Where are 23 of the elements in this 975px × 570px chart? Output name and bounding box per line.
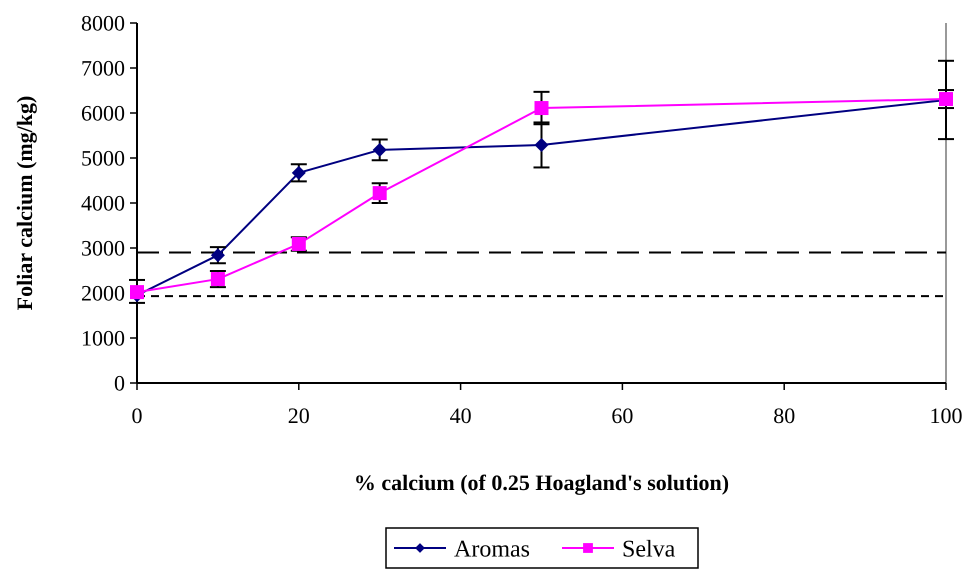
x-tick-label: 0 [132, 403, 142, 428]
legend-label: Aromas [454, 536, 530, 562]
point [534, 101, 548, 116]
x-tick-label: 80 [773, 403, 796, 428]
point [372, 186, 387, 200]
y-tick-label: 1000 [81, 326, 125, 351]
x-tick-label: 100 [930, 403, 962, 428]
y-tick-label: 8000 [81, 10, 125, 36]
y-tick-label: 2000 [81, 280, 125, 306]
y-tick-label: 4000 [81, 190, 125, 216]
x-tick-label: 40 [450, 403, 472, 428]
x-axis-title: % calcium (of 0.25 Hoagland's solution) [354, 470, 730, 495]
y-tick-label: 3000 [81, 236, 125, 261]
y-tick-label: 7000 [81, 56, 125, 81]
y-tick-label: 5000 [81, 146, 125, 171]
point [534, 138, 548, 152]
y-axis-title: Foliar calcium (mg/kg) [12, 96, 37, 310]
point [372, 142, 387, 157]
x-tick-label: 60 [611, 403, 634, 428]
y-tick-label: 0 [114, 370, 125, 396]
legend-label: Selva [622, 536, 676, 562]
y-tick-label: 6000 [81, 100, 125, 126]
x-tick-label: 20 [288, 403, 310, 428]
